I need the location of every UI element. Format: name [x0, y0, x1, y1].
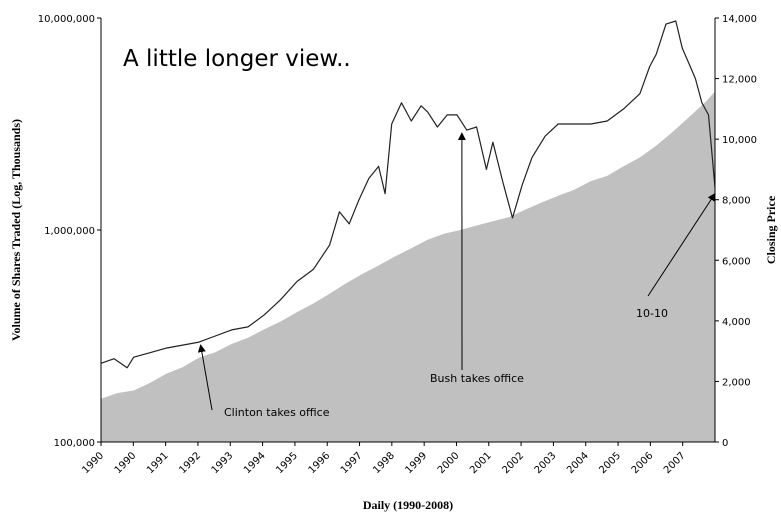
- x-axis-title: Daily (1990-2008): [363, 498, 453, 512]
- y-right-axis-title: Closing Price: [764, 195, 778, 264]
- x-tick-label: 1999: [404, 450, 430, 476]
- x-tick-label: 1995: [274, 450, 300, 476]
- annotation-label-ten-ten: 10-10: [636, 307, 668, 320]
- annotation-arrow-ten-ten: [647, 192, 716, 297]
- volume-area: [101, 91, 715, 442]
- x-tick-label: 1998: [371, 450, 397, 476]
- x-tick-label: 2002: [500, 450, 526, 476]
- annotation-layer: [197, 132, 716, 411]
- x-tick-label: 1991: [145, 450, 171, 476]
- chart-title: A little longer view..: [123, 46, 351, 72]
- right-tick-label: 6,000: [722, 256, 751, 267]
- right-tick-label: 4,000: [722, 317, 751, 328]
- closing-price-line: [100, 20, 716, 369]
- right-tick-label: 10,000: [722, 135, 757, 146]
- x-tick-label: 2003: [533, 450, 559, 476]
- right-tick-label: 12,000: [722, 75, 757, 86]
- y-left-axis-title: Volume of Shares Traded (Log, Thousands): [9, 119, 23, 341]
- x-tick-label: 2000: [436, 450, 462, 476]
- series-layer: [100, 20, 716, 442]
- axis-layer: [97, 17, 719, 446]
- x-tick-label: 2007: [662, 450, 688, 476]
- annotation-arrow-clinton: [197, 344, 213, 411]
- x-tick-label: 1996: [307, 450, 333, 476]
- x-tick-label: 1997: [339, 450, 365, 476]
- left-tick-label: 100,000: [54, 438, 95, 449]
- x-tick-label: 1990: [80, 450, 106, 476]
- right-tick-label: 2,000: [722, 377, 751, 388]
- annotation-label-bush: Bush takes office: [430, 372, 524, 385]
- x-tick-label: 2001: [468, 450, 494, 476]
- right-tick-label: 0: [722, 438, 728, 449]
- x-tick-label: 1990: [113, 450, 139, 476]
- x-tick-label: 1994: [242, 450, 268, 476]
- left-tick-label: 10,000,000: [38, 14, 95, 25]
- left-tick-label: 1,000,000: [44, 226, 95, 237]
- annotation-label-clinton: Clinton takes office: [224, 406, 330, 419]
- x-tick-label: 1992: [177, 450, 203, 476]
- x-tick-label: 2005: [597, 450, 623, 476]
- right-tick-label: 14,000: [722, 14, 757, 25]
- x-tick-label: 2004: [565, 450, 591, 476]
- x-tick-label: 2006: [630, 450, 656, 476]
- x-tick-label: 1993: [210, 450, 236, 476]
- right-tick-label: 8,000: [722, 196, 751, 207]
